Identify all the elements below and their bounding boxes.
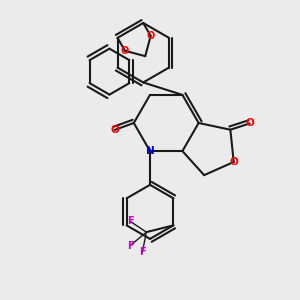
Text: F: F bbox=[127, 216, 134, 226]
Text: O: O bbox=[147, 31, 155, 41]
Text: F: F bbox=[127, 241, 134, 250]
Text: O: O bbox=[110, 125, 119, 135]
Text: O: O bbox=[121, 46, 129, 56]
Text: F: F bbox=[139, 248, 146, 257]
Text: N: N bbox=[146, 146, 154, 156]
Text: O: O bbox=[230, 157, 238, 167]
Text: O: O bbox=[245, 118, 254, 128]
